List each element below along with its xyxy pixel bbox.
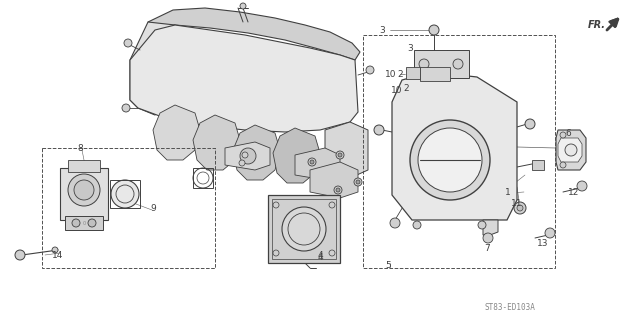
Circle shape bbox=[52, 247, 58, 253]
Circle shape bbox=[273, 250, 279, 256]
Circle shape bbox=[525, 119, 535, 129]
Text: FR.: FR. bbox=[588, 20, 606, 30]
Circle shape bbox=[122, 104, 130, 112]
Circle shape bbox=[329, 250, 335, 256]
Circle shape bbox=[453, 59, 463, 69]
Circle shape bbox=[240, 3, 246, 9]
Bar bbox=[414, 50, 469, 78]
Bar bbox=[420, 67, 450, 81]
Polygon shape bbox=[483, 220, 498, 235]
Polygon shape bbox=[558, 138, 582, 162]
Circle shape bbox=[354, 178, 362, 186]
Text: 10: 10 bbox=[391, 85, 403, 94]
Bar bbox=[406, 67, 420, 79]
Text: 2: 2 bbox=[403, 84, 409, 92]
Text: 0: 0 bbox=[82, 220, 85, 226]
Circle shape bbox=[242, 152, 248, 158]
Text: 10: 10 bbox=[385, 69, 397, 78]
Circle shape bbox=[356, 180, 360, 184]
Circle shape bbox=[336, 188, 340, 192]
Polygon shape bbox=[273, 128, 320, 183]
Bar bbox=[268, 195, 340, 263]
Circle shape bbox=[336, 151, 344, 159]
Circle shape bbox=[410, 120, 490, 200]
Circle shape bbox=[334, 186, 342, 194]
Polygon shape bbox=[148, 8, 360, 60]
Circle shape bbox=[565, 144, 577, 156]
Polygon shape bbox=[325, 122, 368, 178]
Circle shape bbox=[418, 128, 482, 192]
Text: 11: 11 bbox=[512, 198, 523, 207]
Text: 14: 14 bbox=[52, 251, 64, 260]
Text: 13: 13 bbox=[537, 238, 548, 247]
Bar bbox=[532, 160, 544, 170]
Circle shape bbox=[15, 250, 25, 260]
Polygon shape bbox=[556, 130, 586, 170]
Polygon shape bbox=[153, 105, 200, 160]
Circle shape bbox=[329, 202, 335, 208]
Text: 6: 6 bbox=[565, 129, 571, 138]
Circle shape bbox=[88, 219, 96, 227]
Circle shape bbox=[111, 180, 139, 208]
Bar bbox=[42, 148, 215, 268]
Circle shape bbox=[124, 39, 132, 47]
Text: 7: 7 bbox=[484, 244, 490, 252]
Circle shape bbox=[413, 221, 421, 229]
Circle shape bbox=[577, 181, 587, 191]
Circle shape bbox=[308, 158, 316, 166]
Polygon shape bbox=[130, 22, 175, 115]
Circle shape bbox=[240, 148, 256, 164]
Bar bbox=[193, 168, 213, 188]
Circle shape bbox=[514, 202, 526, 214]
Circle shape bbox=[374, 125, 384, 135]
Bar bbox=[363, 35, 555, 268]
Circle shape bbox=[419, 59, 429, 69]
Text: 2: 2 bbox=[397, 69, 403, 78]
Circle shape bbox=[517, 205, 523, 211]
Circle shape bbox=[74, 180, 94, 200]
Text: 5: 5 bbox=[385, 260, 391, 269]
Bar bbox=[272, 199, 336, 259]
Circle shape bbox=[545, 228, 555, 238]
Circle shape bbox=[273, 202, 279, 208]
Polygon shape bbox=[310, 162, 358, 198]
Circle shape bbox=[560, 132, 566, 138]
Bar bbox=[110, 180, 140, 208]
Polygon shape bbox=[295, 148, 340, 180]
Bar bbox=[68, 160, 100, 172]
Circle shape bbox=[366, 66, 374, 74]
Text: 4: 4 bbox=[317, 252, 323, 261]
Text: 1: 1 bbox=[505, 188, 511, 196]
Polygon shape bbox=[130, 25, 358, 132]
Circle shape bbox=[483, 233, 493, 243]
Circle shape bbox=[390, 218, 400, 228]
Polygon shape bbox=[233, 125, 280, 180]
Circle shape bbox=[310, 160, 314, 164]
Polygon shape bbox=[392, 72, 517, 220]
Text: 8: 8 bbox=[77, 143, 83, 153]
Circle shape bbox=[239, 160, 245, 166]
Text: ST83-ED103A: ST83-ED103A bbox=[485, 303, 536, 313]
Circle shape bbox=[478, 221, 486, 229]
Circle shape bbox=[72, 219, 80, 227]
Circle shape bbox=[429, 25, 439, 35]
Circle shape bbox=[282, 207, 326, 251]
Polygon shape bbox=[193, 115, 240, 170]
Circle shape bbox=[560, 162, 566, 168]
Circle shape bbox=[338, 153, 342, 157]
Text: 9: 9 bbox=[150, 204, 156, 212]
Polygon shape bbox=[225, 142, 270, 170]
Text: 3: 3 bbox=[379, 26, 385, 35]
Bar bbox=[60, 168, 108, 220]
Text: 3: 3 bbox=[407, 44, 413, 52]
Circle shape bbox=[68, 174, 100, 206]
Text: 4: 4 bbox=[317, 251, 323, 260]
Text: 12: 12 bbox=[568, 188, 580, 196]
Bar bbox=[65, 216, 103, 230]
